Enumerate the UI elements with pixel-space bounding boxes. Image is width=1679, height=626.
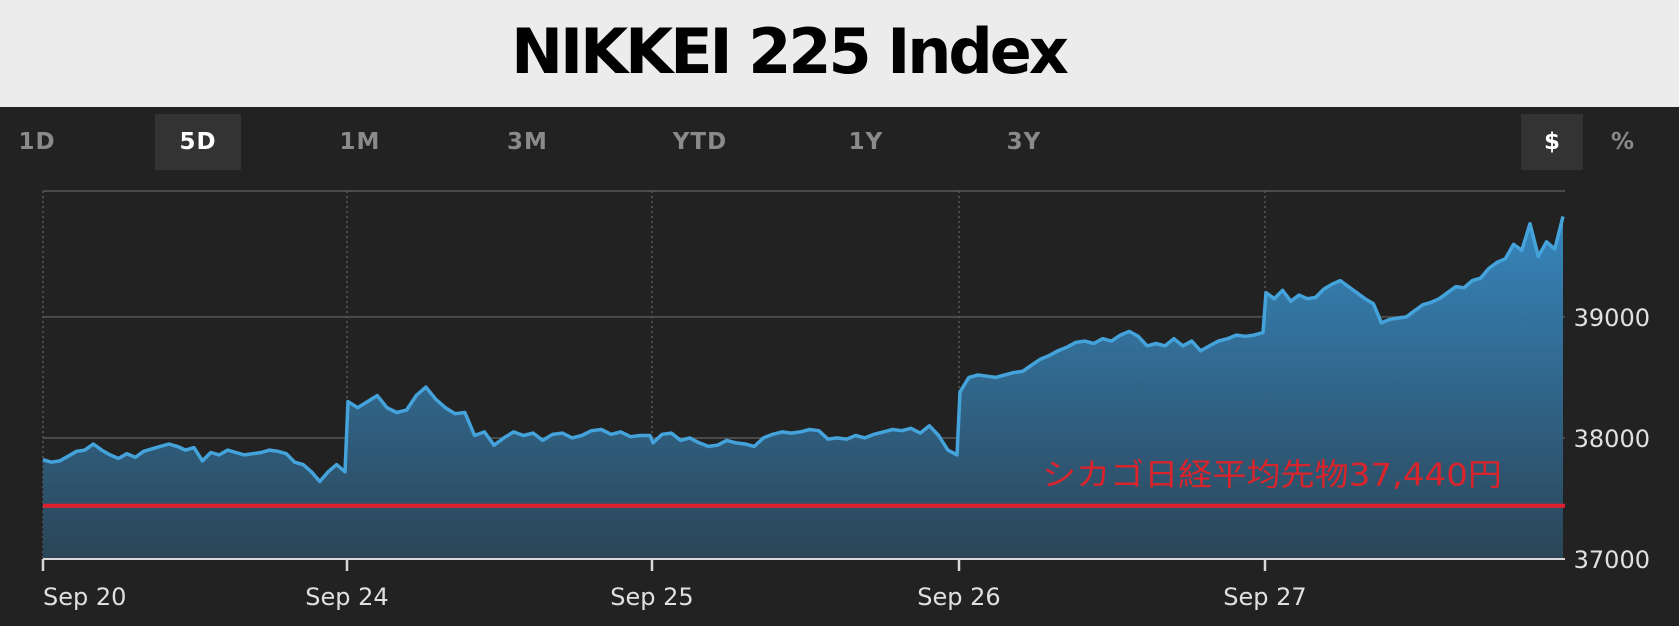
percent-toggle-button[interactable]: % [1610,129,1635,155]
tab-3m[interactable]: 3M [507,129,548,155]
x-tick-label: Sep 24 [305,583,388,611]
x-tick-label: Sep 20 [43,583,126,611]
price-area [43,216,1563,559]
y-tick-label: 37000 [1574,546,1650,574]
x-tick-label: Sep 26 [917,583,1000,611]
currency-toggle-button[interactable]: $ [1521,114,1583,170]
axis-layer: 37000 38000 39000 Sep 20 Sep 24 Sep 25 Sep 26 S… [41,304,1650,611]
y-tick-label: 38000 [1574,425,1650,453]
x-tick-label: Sep 25 [610,583,693,611]
tab-1d[interactable]: 1D [18,129,56,155]
tab-1y[interactable]: 1Y [848,129,884,155]
tab-5d[interactable]: 5D [155,114,241,170]
page-title: NIKKEI 225 Index [511,15,1069,88]
tab-1m[interactable]: 1M [339,129,381,155]
range-tabs: 1D 5D 1M 3M YTD 1Y 3Y $ % [0,114,1679,170]
tab-3y[interactable]: 3Y [1006,129,1042,155]
futures-reference-label: シカゴ日経平均先物37,440円 [1042,458,1502,494]
y-tick-label: 39000 [1574,304,1650,332]
tab-ytd[interactable]: YTD [672,129,728,155]
x-tick-label: Sep 27 [1223,583,1306,611]
price-line [42,215,1565,484]
chart-header: NIKKEI 225 Index [0,0,1679,107]
